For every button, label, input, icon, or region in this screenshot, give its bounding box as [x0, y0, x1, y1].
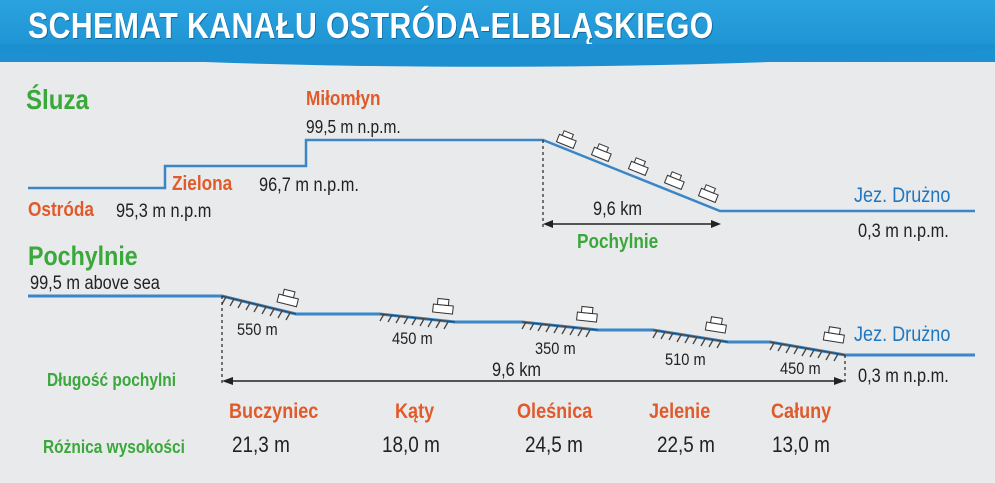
incline-length-katy: 450 m [392, 329, 433, 348]
lake-name-druzno-bottom: Jez. Drużno [854, 323, 951, 346]
height-diff-jelenie: 22,5 m [657, 432, 715, 457]
boat-icon [276, 288, 299, 308]
lock-name-ostroda: Ostróda [28, 199, 94, 221]
arrow-head-right-icon [834, 377, 845, 385]
boat-icon [432, 297, 454, 315]
boat-icon [627, 157, 649, 177]
incline-length-olesnica: 350 m [535, 339, 576, 358]
banner-wave [0, 44, 995, 67]
lock-elevation-ostroda: 95,3 m n.p.m [116, 201, 212, 222]
height-diff-caluny: 13,0 m [772, 432, 830, 457]
boat-icon [663, 171, 685, 191]
boat-icon [555, 130, 577, 150]
arrow-head-left-icon [543, 220, 553, 228]
incline-water-line [28, 294, 975, 357]
incline-name-olesnica: Oleśnica [517, 400, 593, 423]
lake-name-druzno: Jez. Drużno [854, 184, 951, 207]
lock-name-zielona: Zielona [172, 173, 233, 195]
incline-ramp [769, 341, 846, 362]
lock-name-milomlyn: Miłomłyn [306, 88, 381, 110]
lake-elevation-druzno-bottom: 0,3 m n.p.m. [858, 366, 949, 387]
height-diff-katy: 18,0 m [382, 432, 440, 457]
incline-length-label: 9,6 km [593, 199, 643, 220]
lake-elevation-druzno: 0,3 m n.p.m. [858, 221, 949, 242]
incline-ramp [379, 313, 456, 330]
arrow-head-left-icon [222, 377, 233, 385]
arrow-head-right-icon [711, 220, 721, 228]
boat-icon [697, 184, 719, 204]
length-row-label: Długość pochylni [47, 370, 177, 390]
incline-ramp [652, 329, 729, 349]
incline-ramp [521, 321, 599, 338]
incline-name-buczyniec: Buczyniec [229, 400, 319, 423]
boat-icon [822, 326, 845, 344]
total-length-label: 9,6 km [492, 360, 542, 381]
incline-name-caluny: Całuny [771, 400, 832, 423]
boat-icon [576, 305, 598, 323]
height-diff-buczyniec: 21,3 m [232, 432, 290, 457]
lock-water-line [28, 138, 975, 213]
inclines-start-elevation: 99,5 m above sea [30, 273, 160, 294]
lock-elevation-milomlyn: 99,5 m n.p.m. [306, 117, 401, 137]
incline-ramp [221, 295, 297, 321]
inclines-heading: Pochylnie [28, 241, 138, 271]
incline-length-caluny: 450 m [780, 359, 821, 378]
incline-label: Pochylnie [577, 231, 659, 253]
boat-icon [704, 316, 727, 334]
incline-length-jelenie: 510 m [665, 350, 706, 369]
lock-elevation-zielona: 96,7 m n.p.m. [259, 175, 359, 196]
height-diff-row-label: Różnica wysokości [43, 437, 185, 457]
boat-icon [590, 143, 612, 163]
incline-length-buczyniec: 550 m [237, 320, 278, 339]
locks-heading: Śluza [26, 84, 89, 115]
height-diff-olesnica: 24,5 m [525, 432, 583, 457]
incline-name-jelenie: Jelenie [649, 400, 711, 423]
diagram-title: SCHEMAT KANAŁU OSTRÓDA-ELBLĄSKIEGO [28, 5, 714, 46]
incline-name-katy: Kąty [395, 400, 435, 423]
